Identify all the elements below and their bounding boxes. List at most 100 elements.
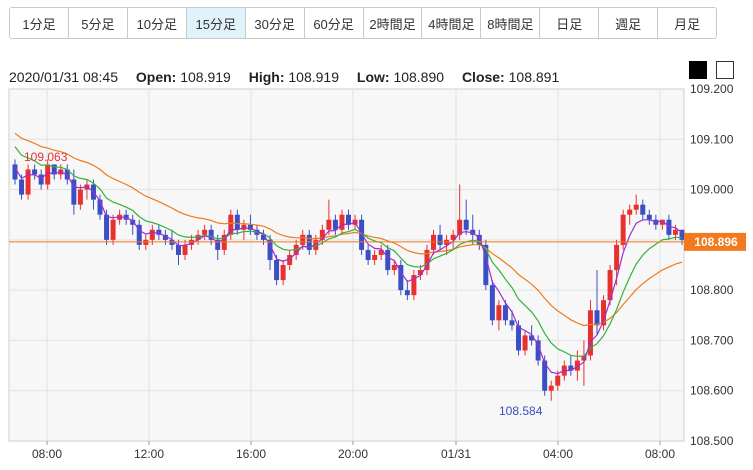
tab-timeframe-11[interactable]: 月足 [658,8,716,38]
candle-body [489,285,495,321]
y-tick-label: 108.500 [690,434,734,448]
tab-timeframe-2[interactable]: 10分足 [127,8,187,38]
low-label: Low: [356,69,390,85]
ma-short-line [14,167,683,375]
close-label: Close: [461,69,505,85]
plot-area [8,88,685,442]
candle-body [306,234,312,250]
candle-body [365,249,371,260]
tab-timeframe-6[interactable]: 2時間足 [363,8,423,38]
candle-body [77,189,83,205]
candle-body [136,224,142,245]
y-tick-label: 109.200 [690,82,734,96]
candle-body [332,219,338,230]
open-label: Open: [135,69,177,85]
candle-body [221,234,227,250]
candle-body [19,179,25,195]
candle-body [45,164,51,185]
light-theme-button[interactable] [716,61,734,79]
tab-timeframe-4[interactable]: 30分足 [245,8,305,38]
candle-body [287,254,293,265]
candle-body [300,234,306,245]
candle-body [359,219,365,250]
candle-body [326,219,332,230]
candle-body [378,249,384,255]
y-tick-label: 109.000 [690,183,734,197]
candle-body [372,254,378,260]
candle-body [162,234,168,240]
candle-body [319,229,325,240]
candle-body [110,219,116,240]
candle-body [640,204,646,215]
x-tick-label: 08:00 [32,447,62,461]
candle-body [143,239,149,245]
candle-body [182,244,188,255]
candle-body [444,239,450,245]
candle-body [234,214,240,230]
candle-body [522,335,528,351]
x-tick-label: 12:00 [134,447,164,461]
candle-body [509,320,515,326]
tab-timeframe-5[interactable]: 60分足 [304,8,364,38]
candle-body [568,365,574,371]
high-label: High: [248,69,285,85]
tab-timeframe-8[interactable]: 8時間足 [481,8,541,38]
candle-body [607,270,613,301]
tab-timeframe-0[interactable]: 1分足 [10,8,69,38]
candle-body [32,169,38,175]
candle-body [614,244,620,271]
candle-body [385,249,391,271]
candle-body [398,265,404,291]
candle-body [502,305,508,321]
candle-body [666,219,672,235]
current-price-tag [684,232,746,251]
candle-body [215,239,221,250]
candle-body [581,355,587,361]
timeframe-tabs: 1分足 5分足 10分足 15分足 30分足 60分足 2時間足 4時間足 8時間足 日足 週足 月足 [9,7,717,39]
tab-timeframe-3[interactable]: 15分足 [186,8,246,38]
y-tick-label: 109.100 [690,132,734,146]
dark-theme-button[interactable] [689,61,707,79]
ma-mid-line [14,146,683,357]
high-annotation: 109.063 [24,150,68,164]
candle-body [189,239,195,245]
y-tick-label: 108.700 [690,333,734,347]
candle-body [346,214,351,225]
candle-body [169,239,175,245]
x-tick-label: 01/31 [441,447,471,461]
y-tick-label: 108.800 [690,283,734,297]
low-value: 108.890 [393,69,445,85]
candle-body [260,234,266,240]
candle-body [476,234,482,245]
candle-body [274,259,280,281]
tab-timeframe-1[interactable]: 5分足 [68,8,128,38]
candle-body [293,244,299,255]
candle-body [535,340,541,361]
candle-body [175,244,181,255]
tab-timeframe-9[interactable]: 日足 [540,8,600,38]
candle-body [574,360,580,371]
candle-body [97,199,103,215]
candle-body [633,204,639,210]
ma-long-line [14,132,683,327]
candle-body [437,234,443,245]
tab-timeframe-10[interactable]: 週足 [599,8,659,38]
x-tick-label: 08:00 [645,447,675,461]
candle-body [38,174,44,185]
candle-body [417,270,423,276]
ohlc-readout: 2020/01/31 08:45 Open: 108.919 High: 108… [9,69,559,85]
candle-body [431,234,437,250]
high-value: 108.919 [288,69,339,85]
x-tick-label: 20:00 [338,447,368,461]
x-tick-label: 04:00 [543,447,573,461]
candle-body [659,219,665,225]
candle-body [391,265,397,271]
candle-body [555,375,561,386]
candle-body [496,305,502,321]
tab-timeframe-7[interactable]: 4時間足 [422,8,482,38]
candle-body [594,310,600,326]
low-annotation: 108.584 [499,404,543,418]
x-tick-label: 16:00 [236,447,266,461]
open-value: 108.919 [180,69,231,85]
